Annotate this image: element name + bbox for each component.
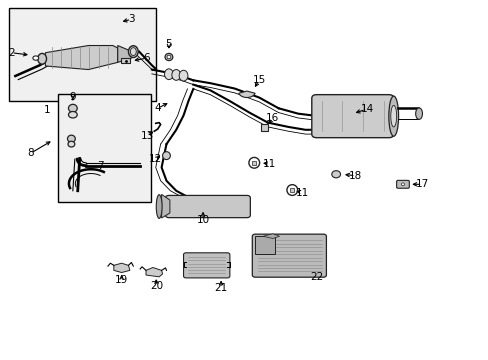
Text: 12: 12 xyxy=(149,154,162,164)
Ellipse shape xyxy=(179,70,187,81)
Ellipse shape xyxy=(68,112,77,118)
Polygon shape xyxy=(44,45,118,69)
Ellipse shape xyxy=(415,108,422,120)
Text: 14: 14 xyxy=(360,104,373,114)
Ellipse shape xyxy=(128,46,138,58)
Ellipse shape xyxy=(331,171,340,178)
Ellipse shape xyxy=(388,96,398,136)
Ellipse shape xyxy=(171,69,180,80)
FancyBboxPatch shape xyxy=(252,234,326,277)
Text: 15: 15 xyxy=(252,75,265,85)
Ellipse shape xyxy=(156,195,162,219)
Ellipse shape xyxy=(166,55,170,59)
Wedge shape xyxy=(238,91,255,98)
Text: 13: 13 xyxy=(140,131,153,141)
Text: 2: 2 xyxy=(8,48,15,58)
Text: 20: 20 xyxy=(150,281,163,291)
Ellipse shape xyxy=(164,53,172,60)
Ellipse shape xyxy=(401,183,404,186)
Polygon shape xyxy=(114,263,130,273)
Ellipse shape xyxy=(164,69,173,80)
Ellipse shape xyxy=(68,104,77,112)
Text: 11: 11 xyxy=(263,159,276,169)
Text: 4: 4 xyxy=(154,103,161,113)
Ellipse shape xyxy=(390,105,396,127)
Text: 5: 5 xyxy=(165,39,172,49)
Ellipse shape xyxy=(68,141,75,147)
Text: 18: 18 xyxy=(348,171,362,181)
Ellipse shape xyxy=(130,48,136,55)
Text: 22: 22 xyxy=(309,272,323,282)
FancyBboxPatch shape xyxy=(396,180,408,188)
Ellipse shape xyxy=(38,53,46,64)
Text: 10: 10 xyxy=(196,215,209,225)
FancyBboxPatch shape xyxy=(165,195,250,218)
Polygon shape xyxy=(161,194,169,218)
Ellipse shape xyxy=(67,135,75,142)
Text: 7: 7 xyxy=(97,161,104,171)
FancyBboxPatch shape xyxy=(183,253,229,278)
Text: 9: 9 xyxy=(69,92,76,102)
Polygon shape xyxy=(263,234,279,238)
Text: 11: 11 xyxy=(295,188,308,198)
FancyBboxPatch shape xyxy=(311,95,393,138)
Text: 3: 3 xyxy=(128,14,134,24)
Text: 19: 19 xyxy=(115,275,128,285)
Text: 17: 17 xyxy=(415,179,428,189)
Polygon shape xyxy=(146,267,162,277)
Bar xyxy=(255,236,274,253)
Circle shape xyxy=(33,56,39,60)
Bar xyxy=(58,94,151,202)
Polygon shape xyxy=(118,45,135,62)
Bar xyxy=(252,161,256,165)
Bar xyxy=(9,8,156,101)
Text: 6: 6 xyxy=(143,53,150,63)
Text: 1: 1 xyxy=(43,105,50,115)
Bar xyxy=(260,124,268,131)
Ellipse shape xyxy=(162,152,170,159)
Text: 8: 8 xyxy=(27,148,34,158)
Text: 21: 21 xyxy=(214,283,227,293)
Bar xyxy=(290,188,294,192)
Text: 16: 16 xyxy=(265,113,279,123)
Bar xyxy=(121,58,130,63)
